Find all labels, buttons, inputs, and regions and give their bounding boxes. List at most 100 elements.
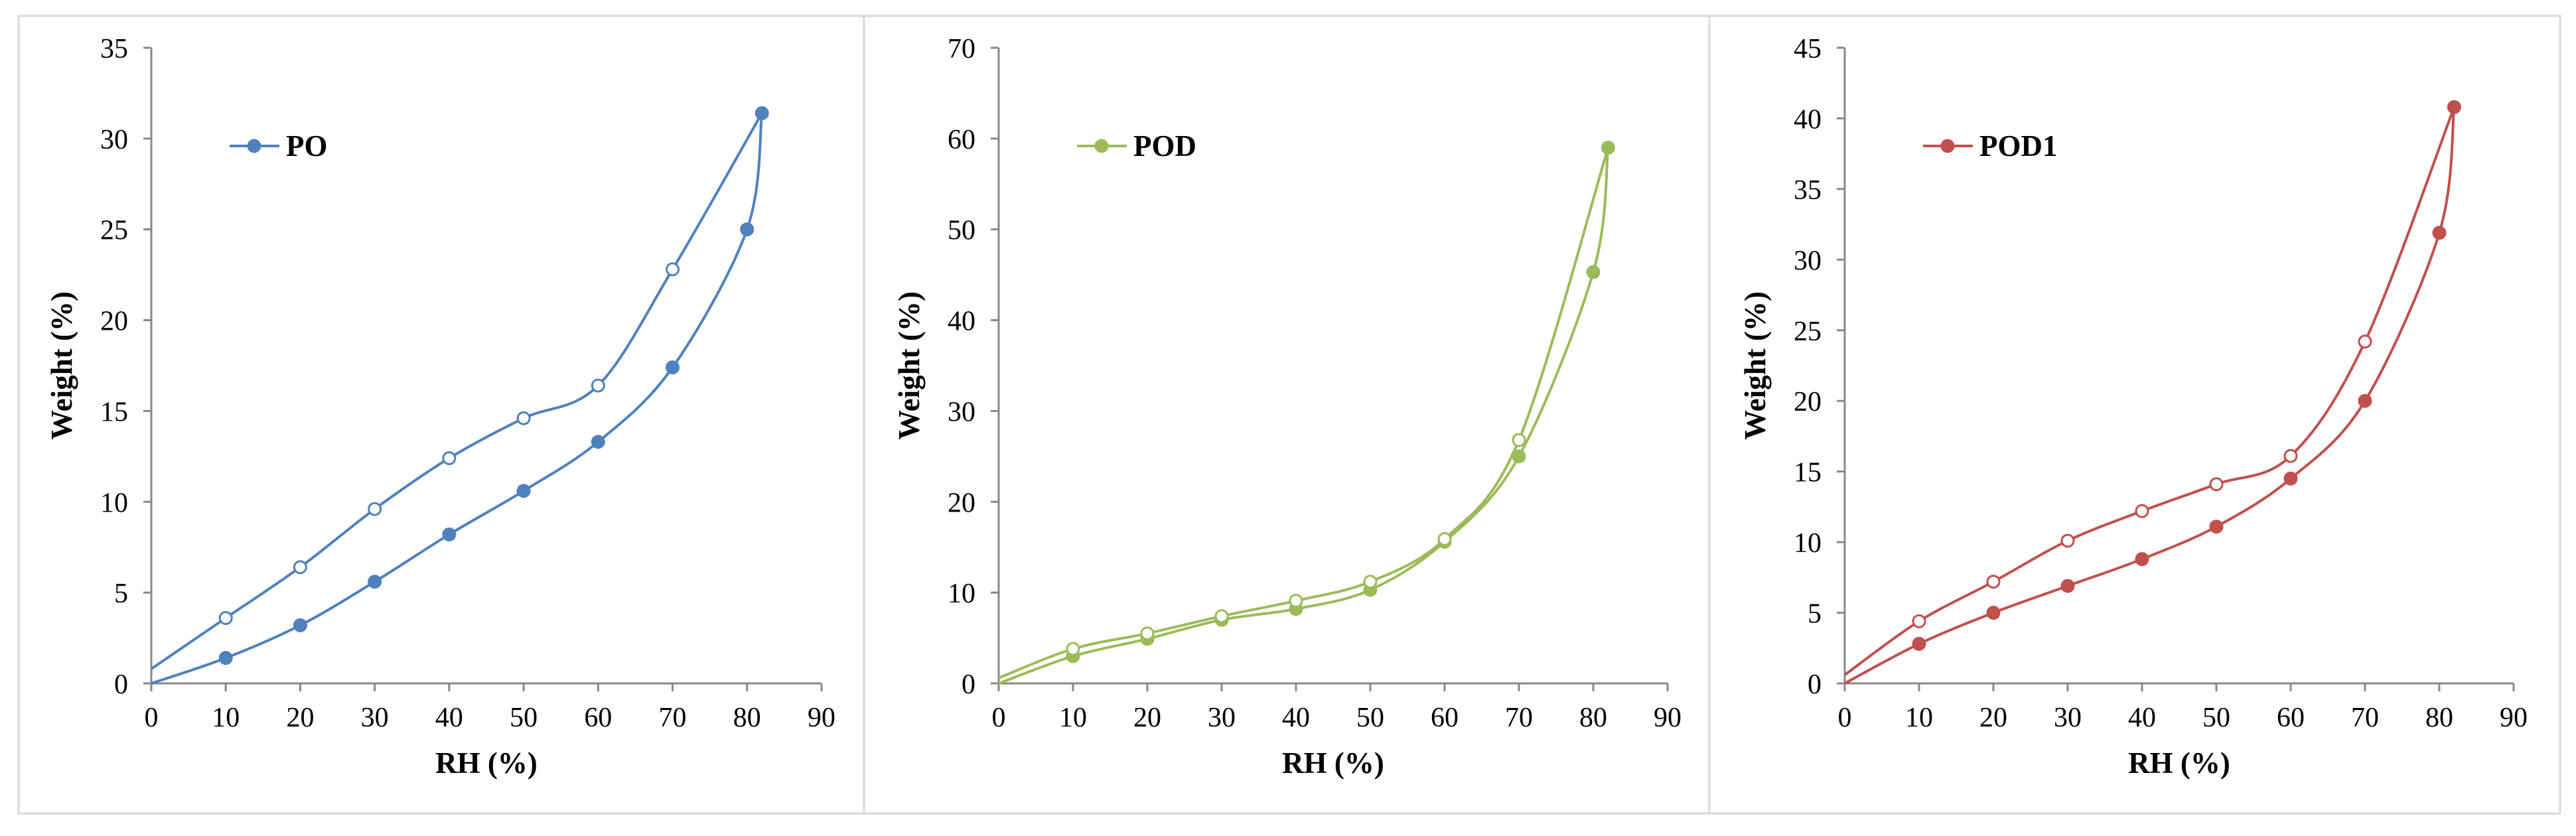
x-tick-label: 90 [2500,703,2528,733]
data-point [2432,226,2447,240]
legend-label: POD1 [1979,129,2058,163]
y-tick-label: 30 [948,397,975,427]
legend: POD [1077,129,1196,163]
y-axis-title: Weight (%) [45,291,78,440]
x-tick-label: 0 [145,703,159,733]
data-point [368,575,382,589]
data-point [740,222,754,237]
data-point [442,451,457,466]
data-point [666,262,680,277]
y-tick-label: 0 [1808,669,1822,700]
data-point [516,411,531,425]
x-tick-label: 30 [361,703,389,733]
x-tick-label: 10 [1905,703,1933,733]
series-line-adsorption [151,113,764,685]
data-point [516,484,531,498]
panel-frame [1708,15,2561,815]
y-tick-label: 30 [1794,245,1822,276]
data-point [1986,575,2001,589]
legend-label: POD [1133,129,1196,163]
y-tick-label: 20 [100,307,128,337]
data-point [1140,626,1155,641]
data-point [2358,334,2372,349]
y-tick-label: 70 [948,34,975,64]
data-point [2283,471,2298,486]
series-line-desorption [998,147,1610,679]
data-point [1437,531,1452,546]
data-point [2209,520,2224,534]
y-tick-label: 10 [948,579,975,609]
x-tick-label: 30 [2054,703,2082,733]
x-tick-label: 90 [808,703,835,733]
data-point [2209,477,2224,492]
data-point [2060,579,2075,593]
data-point [1512,433,1526,447]
legend-marker [247,139,261,153]
legend: PO [230,129,328,163]
data-point [293,560,307,575]
y-tick-label: 20 [948,488,975,518]
chart-panel-1: 0 10 20 30 40 50 60 70 80 90 0 5 10 15 20 25 30 35 RH (%) W… [17,15,865,815]
y-tick-label: 15 [1794,458,1822,488]
y-tick-label: 5 [1808,599,1822,630]
x-tick-label: 80 [2425,703,2453,733]
y-tick-label: 10 [100,488,128,518]
panel-frame [863,15,1711,815]
y-tick-label: 25 [1794,316,1822,347]
x-tick-label: 70 [1505,703,1533,733]
data-point [666,360,680,375]
x-tick-label: 10 [1059,703,1087,733]
x-tick-label: 10 [212,703,240,733]
y-tick-label: 25 [100,216,128,246]
data-point [2283,449,2298,463]
data-point [2135,504,2149,518]
legend-marker [1094,139,1109,153]
chart-panel-3: 0 10 20 30 40 50 60 70 80 90 0 5 10 15 20 25 30 35 40 45 RH … [1708,15,2561,815]
y-tick-label: 5 [114,579,128,609]
x-tick-label: 50 [1356,703,1384,733]
y-tick-label: 35 [1794,175,1822,206]
y-tick-label: 40 [1794,104,1822,135]
y-tick-label: 50 [948,216,975,246]
x-tick-label: 40 [2128,703,2156,733]
y-tick-label: 45 [1794,34,1822,64]
y-tick-label: 20 [1794,387,1822,417]
y-tick-label: 15 [100,397,128,427]
data-point [1066,642,1080,656]
data-point [2135,552,2149,567]
data-point [1912,614,1926,628]
data-point [1214,609,1229,624]
data-point [1363,575,1378,589]
data-point [218,610,233,625]
data-point [2060,533,2075,548]
legend-marker [1940,139,1955,153]
legend-label: PO [286,129,328,163]
x-tick-label: 90 [1654,703,1682,733]
data-point [218,651,233,665]
x-tick-label: 70 [659,703,687,733]
data-point [1912,636,1926,651]
x-tick-label: 40 [1282,703,1310,733]
y-tick-label: 40 [948,307,975,337]
x-tick-label: 50 [510,703,537,733]
series-line-desorption [1843,106,2456,676]
x-tick-label: 30 [1208,703,1236,733]
x-tick-label: 20 [1133,703,1161,733]
series-line-adsorption [1844,107,2456,685]
x-axis-title: RH (%) [435,746,537,780]
x-axis-title: RH (%) [2128,746,2230,780]
panel-frame [17,15,865,815]
x-tick-label: 60 [584,703,612,733]
y-tick-label: 30 [100,125,128,155]
x-tick-label: 40 [435,703,463,733]
x-tick-label: 80 [1579,703,1607,733]
x-tick-label: 20 [286,703,314,733]
x-tick-label: 0 [992,703,1006,733]
x-tick-label: 20 [1979,703,2007,733]
data-point [1586,265,1601,279]
y-tick-label: 35 [100,34,128,64]
chart-panel-2: 0 10 20 30 40 50 60 70 80 90 0 10 20 30 40 50 60 70 RH (%)… [863,15,1711,815]
y-tick-label: 60 [948,125,975,155]
